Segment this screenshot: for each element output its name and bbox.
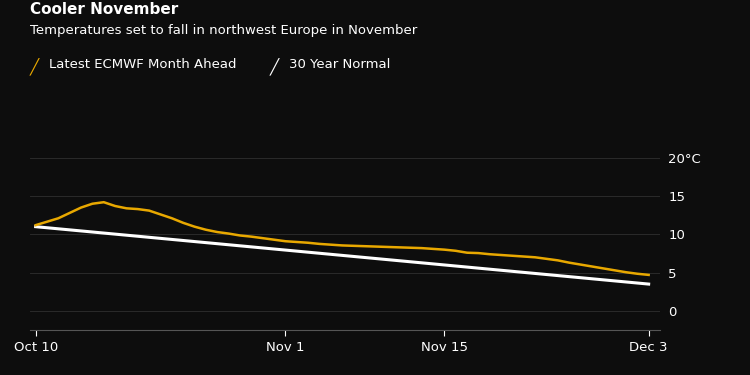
- Text: Latest ECMWF Month Ahead: Latest ECMWF Month Ahead: [49, 58, 236, 71]
- Text: ╱: ╱: [30, 58, 39, 76]
- Text: 30 Year Normal: 30 Year Normal: [289, 58, 390, 71]
- Text: Temperatures set to fall in northwest Europe in November: Temperatures set to fall in northwest Eu…: [30, 24, 417, 38]
- Text: ╱: ╱: [270, 58, 279, 76]
- Text: Cooler November: Cooler November: [30, 2, 178, 17]
